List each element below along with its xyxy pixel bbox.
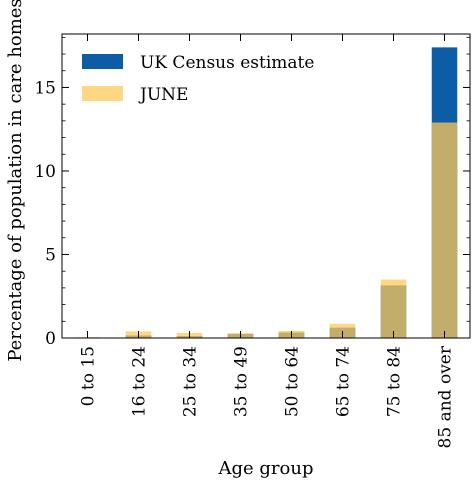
x-tick-label: 16 to 24 — [130, 346, 150, 417]
y-tick-label: 0 — [45, 329, 56, 349]
bar-june-5 — [329, 323, 356, 338]
legend: UK Census estimate JUNE — [82, 53, 314, 105]
x-tick-label: 75 to 84 — [385, 346, 405, 417]
legend-swatch-1 — [82, 86, 123, 101]
legend-label-1: JUNE — [138, 85, 188, 105]
y-tick-label: 15 — [34, 78, 56, 98]
plot-frame — [61, 33, 471, 339]
x-tick-label: 85 and over — [436, 345, 456, 448]
y-axis-label: Percentage of population in care homes — [5, 0, 26, 362]
y-tick-label: 5 — [45, 245, 56, 265]
x-tick-label: 50 to 64 — [283, 346, 303, 417]
tick-layer: 0 5 10 15 0 to 15 16 to 24 25 to 34 35 to 49 50 … — [34, 34, 470, 448]
x-tick-label: 65 to 74 — [334, 346, 354, 417]
x-tick-label: 25 to 34 — [181, 346, 201, 417]
bar-june-7 — [431, 122, 458, 339]
y-tick-label: 10 — [34, 162, 56, 182]
x-tick-label: 0 to 15 — [79, 346, 99, 406]
x-axis-label: Age group — [218, 458, 314, 479]
bar-june-6 — [380, 279, 407, 338]
legend-swatch-0 — [82, 54, 123, 69]
bar-layer — [74, 47, 458, 339]
legend-label-0: UK Census estimate — [140, 53, 314, 73]
x-tick-label: 35 to 49 — [232, 346, 252, 417]
